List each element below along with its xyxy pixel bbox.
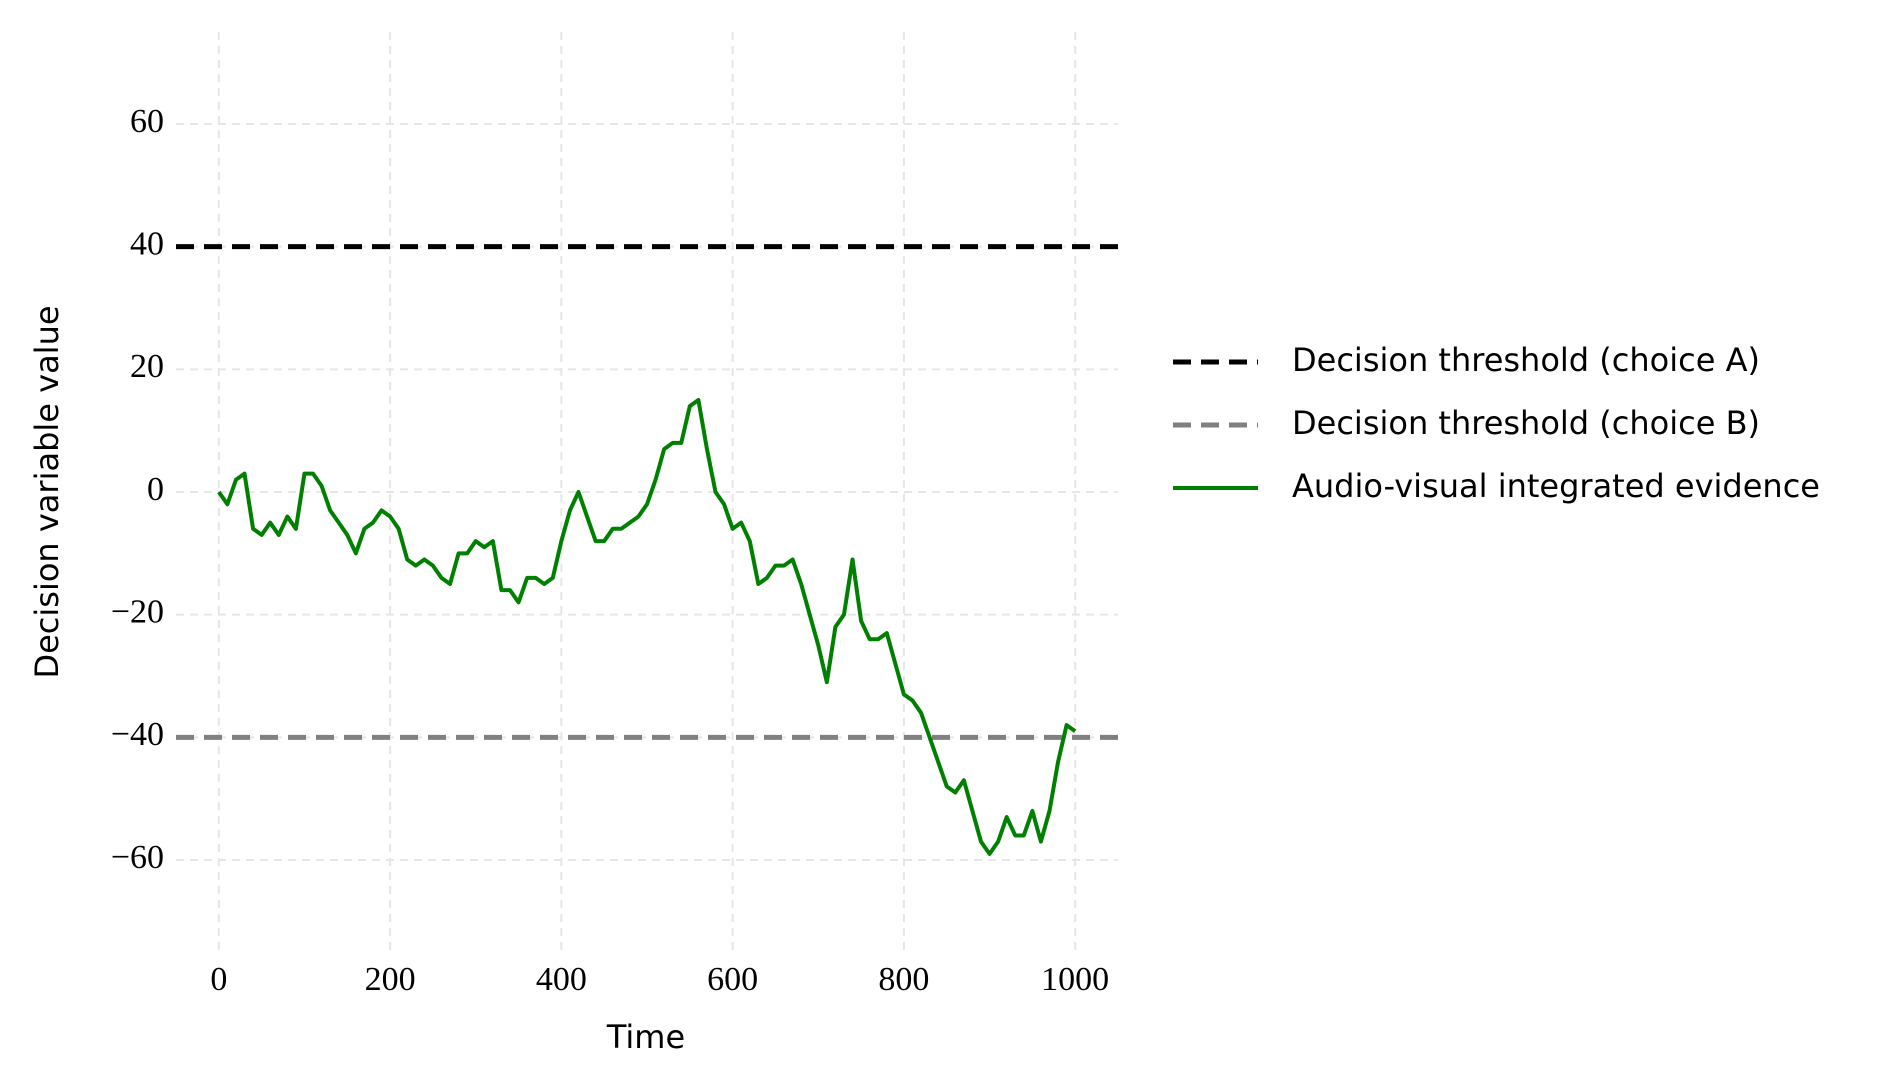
y-tick-label: 60 [130, 103, 164, 140]
y-tick-label: 0 [147, 471, 164, 508]
x-axis-label: Time [606, 1018, 685, 1056]
x-tick-label: 400 [536, 961, 587, 998]
x-tick-label: 800 [878, 961, 929, 998]
y-tick-label: −20 [111, 593, 164, 630]
x-tick-label: 600 [707, 961, 758, 998]
legend-label: Audio-visual integrated evidence [1292, 467, 1820, 505]
x-tick-label: 200 [365, 961, 416, 998]
y-axis-label: Decision variable value [28, 305, 66, 678]
legend-label: Decision threshold (choice B) [1292, 404, 1760, 442]
y-tick-label: 40 [130, 225, 164, 262]
x-tick-label: 0 [210, 961, 227, 998]
x-tick-label: 1000 [1041, 961, 1109, 998]
y-tick-label: −40 [111, 716, 164, 753]
y-tick-label: 20 [130, 348, 164, 385]
series-line [217, 398, 1077, 856]
legend-label: Decision threshold (choice A) [1292, 341, 1760, 379]
y-tick-label: −60 [111, 839, 164, 876]
